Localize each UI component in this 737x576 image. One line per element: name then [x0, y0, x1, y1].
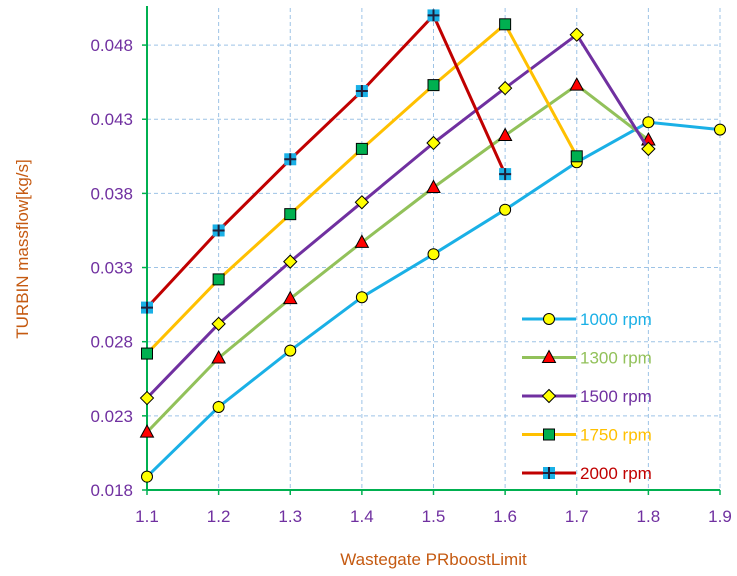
data-point [284, 153, 297, 166]
data-point [355, 142, 368, 155]
data-point [212, 224, 225, 237]
data-point [211, 316, 226, 332]
x-tick-label: 1.1 [135, 507, 159, 526]
axes: 0.018 0.023 0.028 0.033 0.038 0.043 0.048 1.1 1.… [90, 6, 732, 526]
legend-label: 1500 rpm [580, 387, 652, 406]
marker-cross [141, 301, 153, 314]
legend-entry: 1300 rpm [522, 349, 652, 368]
data-point [282, 290, 298, 305]
legend-label: 1300 rpm [580, 349, 652, 368]
data-point [499, 18, 512, 31]
y-tick-label: 0.043 [90, 110, 133, 129]
data-point [427, 248, 440, 261]
data-point [139, 390, 155, 406]
x-tick-label: 1.7 [565, 507, 589, 526]
data-point [641, 141, 656, 157]
data-point [570, 150, 583, 163]
marker-cross [427, 9, 440, 22]
y-tick-label: 0.048 [90, 36, 133, 55]
data-point [426, 179, 441, 193]
data-point [212, 273, 225, 286]
data-point [642, 116, 655, 129]
data-point [569, 77, 585, 91]
x-tick-label: 1.5 [422, 507, 446, 526]
data-point [212, 400, 225, 413]
x-axis-title: Wastegate PRboostLimit [340, 550, 527, 569]
legend-marker [541, 388, 557, 404]
series-1300-rpm [139, 77, 656, 438]
data-point [427, 9, 440, 22]
series-line [145, 33, 650, 400]
y-tick-label: 0.023 [90, 407, 133, 426]
x-tick-label: 1.4 [350, 507, 374, 526]
legend-label: 1750 rpm [580, 426, 652, 445]
y-tick-label: 0.038 [90, 184, 133, 203]
data-point [499, 168, 512, 181]
legend-label: 1000 rpm [580, 310, 652, 329]
data-point [139, 424, 155, 438]
data-point [354, 195, 370, 210]
x-tick-label: 1.2 [207, 507, 231, 526]
data-point [284, 208, 297, 221]
data-point [355, 85, 368, 98]
series-2000-rpm [141, 9, 512, 314]
data-point [284, 344, 297, 357]
x-tick-label: 1.9 [708, 507, 732, 526]
data-point [211, 349, 226, 364]
legend-marker [541, 349, 557, 363]
x-tick-label: 1.6 [493, 507, 517, 526]
data-point [283, 254, 298, 269]
series-1750-rpm [141, 18, 583, 360]
data-point [427, 79, 440, 92]
series-1000-rpm [141, 116, 726, 483]
legend-entry: 1750 rpm [522, 426, 652, 445]
data-point [141, 347, 153, 360]
legend-marker [543, 428, 555, 441]
data-point [141, 470, 153, 483]
series-line [145, 13, 507, 309]
legend-label: 2000 rpm [580, 464, 652, 483]
marker-cross [355, 85, 368, 98]
series-group [139, 9, 726, 483]
y-axis-title: TURBIN massflow[kg/s] [13, 159, 32, 338]
data-point [354, 234, 370, 248]
y-tick-label: 0.028 [90, 333, 133, 352]
data-point [499, 203, 512, 216]
marker-cross [284, 153, 297, 166]
marker-cross [543, 467, 555, 479]
legend-marker [543, 313, 555, 325]
data-point [426, 135, 441, 151]
data-point [141, 301, 153, 314]
y-tick-label: 0.018 [90, 481, 133, 500]
marker-cross [499, 168, 512, 181]
x-tick-label: 1.8 [637, 507, 661, 526]
data-point [355, 291, 368, 304]
data-point [497, 127, 513, 142]
marker-cross [212, 224, 225, 237]
data-point [497, 80, 513, 96]
legend-marker [543, 467, 555, 479]
legend-entry: 1000 rpm [522, 310, 652, 329]
y-tick-label: 0.033 [90, 259, 133, 278]
data-point [714, 123, 726, 136]
series-1500-rpm [139, 27, 656, 406]
legend: 1000 rpm 1300 rpm 1500 rpm 1750 rpm 2000 rpm [522, 310, 652, 483]
legend-entry: 2000 rpm [522, 464, 652, 483]
legend-entry: 1500 rpm [522, 387, 652, 406]
x-tick-label: 1.3 [278, 507, 302, 526]
data-point [569, 27, 584, 42]
series-line [145, 83, 650, 434]
